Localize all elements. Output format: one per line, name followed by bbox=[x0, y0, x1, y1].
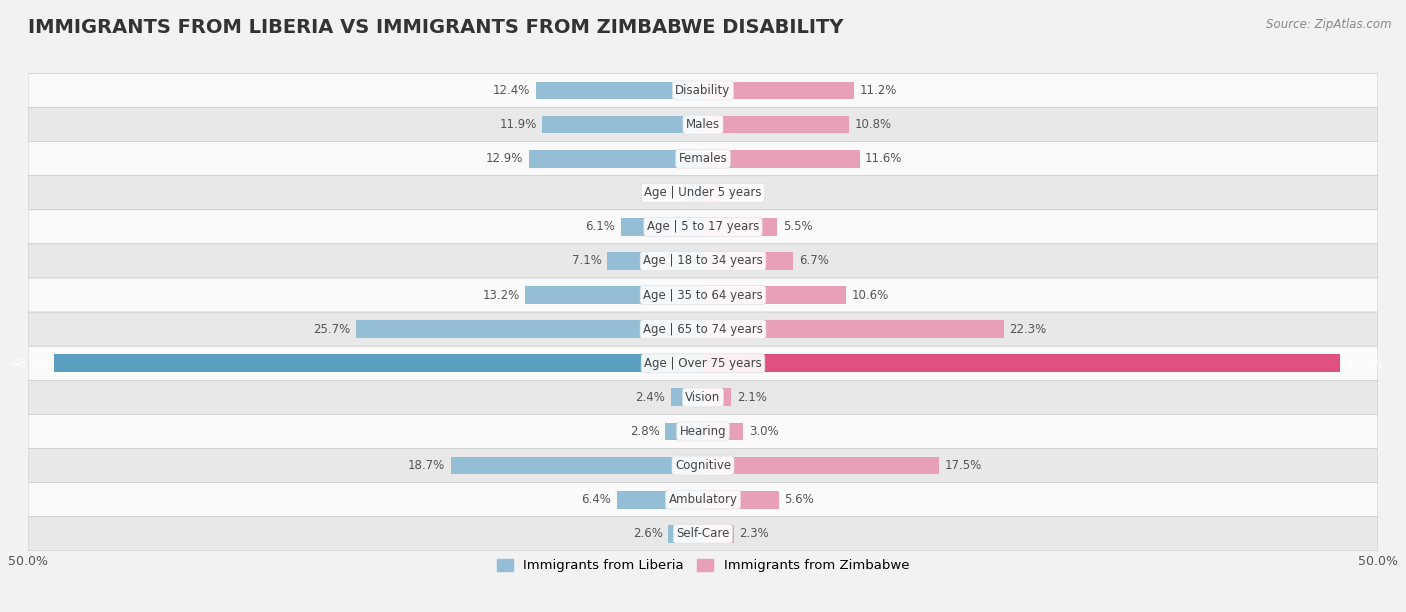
Text: Age | Over 75 years: Age | Over 75 years bbox=[644, 357, 762, 370]
FancyBboxPatch shape bbox=[28, 380, 1378, 414]
Text: 17.5%: 17.5% bbox=[945, 459, 981, 472]
Bar bbox=[703, 525, 734, 543]
Bar bbox=[685, 184, 703, 201]
Text: 47.2%: 47.2% bbox=[1346, 357, 1384, 370]
Text: 6.4%: 6.4% bbox=[581, 493, 612, 506]
FancyBboxPatch shape bbox=[28, 176, 1378, 210]
Bar bbox=[543, 116, 703, 133]
Text: Age | 5 to 17 years: Age | 5 to 17 years bbox=[647, 220, 759, 233]
Text: 5.6%: 5.6% bbox=[785, 493, 814, 506]
Bar bbox=[665, 423, 703, 440]
Bar bbox=[607, 252, 703, 270]
Text: 22.3%: 22.3% bbox=[1010, 323, 1046, 335]
Text: 2.4%: 2.4% bbox=[636, 391, 665, 404]
FancyBboxPatch shape bbox=[28, 244, 1378, 278]
Text: 3.0%: 3.0% bbox=[749, 425, 779, 438]
Bar bbox=[703, 81, 855, 99]
Text: 18.7%: 18.7% bbox=[408, 459, 446, 472]
FancyBboxPatch shape bbox=[28, 483, 1378, 517]
Bar bbox=[703, 457, 939, 474]
Text: Females: Females bbox=[679, 152, 727, 165]
Text: 1.4%: 1.4% bbox=[648, 186, 679, 200]
Text: 6.1%: 6.1% bbox=[585, 220, 616, 233]
Text: 2.8%: 2.8% bbox=[630, 425, 659, 438]
Text: 11.6%: 11.6% bbox=[865, 152, 903, 165]
Legend: Immigrants from Liberia, Immigrants from Zimbabwe: Immigrants from Liberia, Immigrants from… bbox=[492, 554, 914, 578]
FancyBboxPatch shape bbox=[28, 312, 1378, 346]
Bar bbox=[620, 218, 703, 236]
FancyBboxPatch shape bbox=[28, 73, 1378, 108]
Text: 2.3%: 2.3% bbox=[740, 528, 769, 540]
FancyBboxPatch shape bbox=[28, 449, 1378, 483]
FancyBboxPatch shape bbox=[28, 141, 1378, 176]
Text: 10.6%: 10.6% bbox=[852, 289, 889, 302]
Bar bbox=[703, 491, 779, 509]
Bar bbox=[450, 457, 703, 474]
Bar bbox=[617, 491, 703, 509]
Text: 6.7%: 6.7% bbox=[799, 255, 828, 267]
Text: Self-Care: Self-Care bbox=[676, 528, 730, 540]
Text: Source: ZipAtlas.com: Source: ZipAtlas.com bbox=[1267, 18, 1392, 31]
Bar bbox=[524, 286, 703, 304]
Text: 2.1%: 2.1% bbox=[737, 391, 766, 404]
Text: Hearing: Hearing bbox=[679, 425, 727, 438]
Bar bbox=[529, 150, 703, 168]
Bar bbox=[703, 116, 849, 133]
Text: Age | 18 to 34 years: Age | 18 to 34 years bbox=[643, 255, 763, 267]
Text: 11.2%: 11.2% bbox=[859, 84, 897, 97]
Bar bbox=[703, 150, 859, 168]
FancyBboxPatch shape bbox=[28, 210, 1378, 244]
Text: 48.1%: 48.1% bbox=[11, 357, 48, 370]
Bar bbox=[703, 389, 731, 406]
Text: 12.9%: 12.9% bbox=[486, 152, 523, 165]
Text: 2.6%: 2.6% bbox=[633, 528, 662, 540]
Text: Vision: Vision bbox=[685, 391, 721, 404]
Text: 25.7%: 25.7% bbox=[314, 323, 350, 335]
FancyBboxPatch shape bbox=[28, 414, 1378, 449]
Bar bbox=[536, 81, 703, 99]
Text: Cognitive: Cognitive bbox=[675, 459, 731, 472]
Bar bbox=[668, 525, 703, 543]
FancyBboxPatch shape bbox=[28, 278, 1378, 312]
Bar bbox=[53, 354, 703, 372]
FancyBboxPatch shape bbox=[28, 346, 1378, 380]
Text: 5.5%: 5.5% bbox=[783, 220, 813, 233]
Text: 12.4%: 12.4% bbox=[494, 84, 530, 97]
Text: 7.1%: 7.1% bbox=[572, 255, 602, 267]
FancyBboxPatch shape bbox=[28, 108, 1378, 141]
Bar bbox=[703, 252, 793, 270]
Bar bbox=[703, 423, 744, 440]
Text: Ambulatory: Ambulatory bbox=[668, 493, 738, 506]
Bar bbox=[703, 320, 1004, 338]
Bar bbox=[703, 354, 1340, 372]
Text: Age | Under 5 years: Age | Under 5 years bbox=[644, 186, 762, 200]
Text: Age | 35 to 64 years: Age | 35 to 64 years bbox=[643, 289, 763, 302]
Text: 13.2%: 13.2% bbox=[482, 289, 519, 302]
Text: 1.2%: 1.2% bbox=[724, 186, 755, 200]
Text: 11.9%: 11.9% bbox=[499, 118, 537, 131]
Bar bbox=[703, 184, 720, 201]
Text: IMMIGRANTS FROM LIBERIA VS IMMIGRANTS FROM ZIMBABWE DISABILITY: IMMIGRANTS FROM LIBERIA VS IMMIGRANTS FR… bbox=[28, 18, 844, 37]
Text: Males: Males bbox=[686, 118, 720, 131]
Text: Age | 65 to 74 years: Age | 65 to 74 years bbox=[643, 323, 763, 335]
Text: Disability: Disability bbox=[675, 84, 731, 97]
Bar bbox=[703, 218, 778, 236]
Bar bbox=[703, 286, 846, 304]
Bar bbox=[671, 389, 703, 406]
Bar bbox=[356, 320, 703, 338]
FancyBboxPatch shape bbox=[28, 517, 1378, 551]
Text: 10.8%: 10.8% bbox=[855, 118, 891, 131]
